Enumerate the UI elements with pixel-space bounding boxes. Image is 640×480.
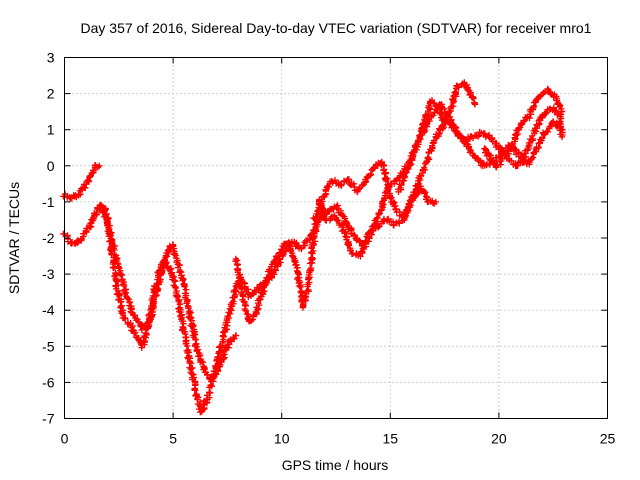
x-tick-label: 15 xyxy=(383,431,399,447)
chart-title: Day 357 of 2016, Sidereal Day-to-day VTE… xyxy=(81,20,592,36)
x-tick-label: 10 xyxy=(274,431,290,447)
series-track-c xyxy=(101,205,242,416)
y-tick-label: -1 xyxy=(42,194,55,210)
y-tick-label: 2 xyxy=(47,86,55,102)
series-track-i xyxy=(481,85,566,171)
y-tick-label: -5 xyxy=(42,338,55,354)
y-tick-label: -6 xyxy=(42,374,55,390)
plot-frame xyxy=(64,57,608,419)
x-tick-label: 0 xyxy=(61,431,69,447)
grid xyxy=(64,57,608,419)
y-tick-label: -2 xyxy=(42,230,55,246)
y-axis-label: SDTVAR / TECUs xyxy=(6,182,22,294)
x-tick-label: 25 xyxy=(600,431,616,447)
y-tick-label: -4 xyxy=(42,302,55,318)
y-tick-label: 1 xyxy=(47,122,55,138)
y-tick-label: 0 xyxy=(47,158,55,174)
y-tick-label: 3 xyxy=(47,50,55,66)
data-series xyxy=(60,79,566,416)
y-tick-label: -7 xyxy=(42,411,55,427)
series-track-b xyxy=(60,201,240,383)
series-track-g xyxy=(310,158,440,223)
x-tick-label: 20 xyxy=(491,431,507,447)
series-track-h xyxy=(395,79,479,195)
x-axis-label: GPS time / hours xyxy=(282,457,389,473)
x-tick-label: 5 xyxy=(169,431,177,447)
y-tick-label: -3 xyxy=(42,266,55,282)
series-track-a xyxy=(60,162,103,202)
